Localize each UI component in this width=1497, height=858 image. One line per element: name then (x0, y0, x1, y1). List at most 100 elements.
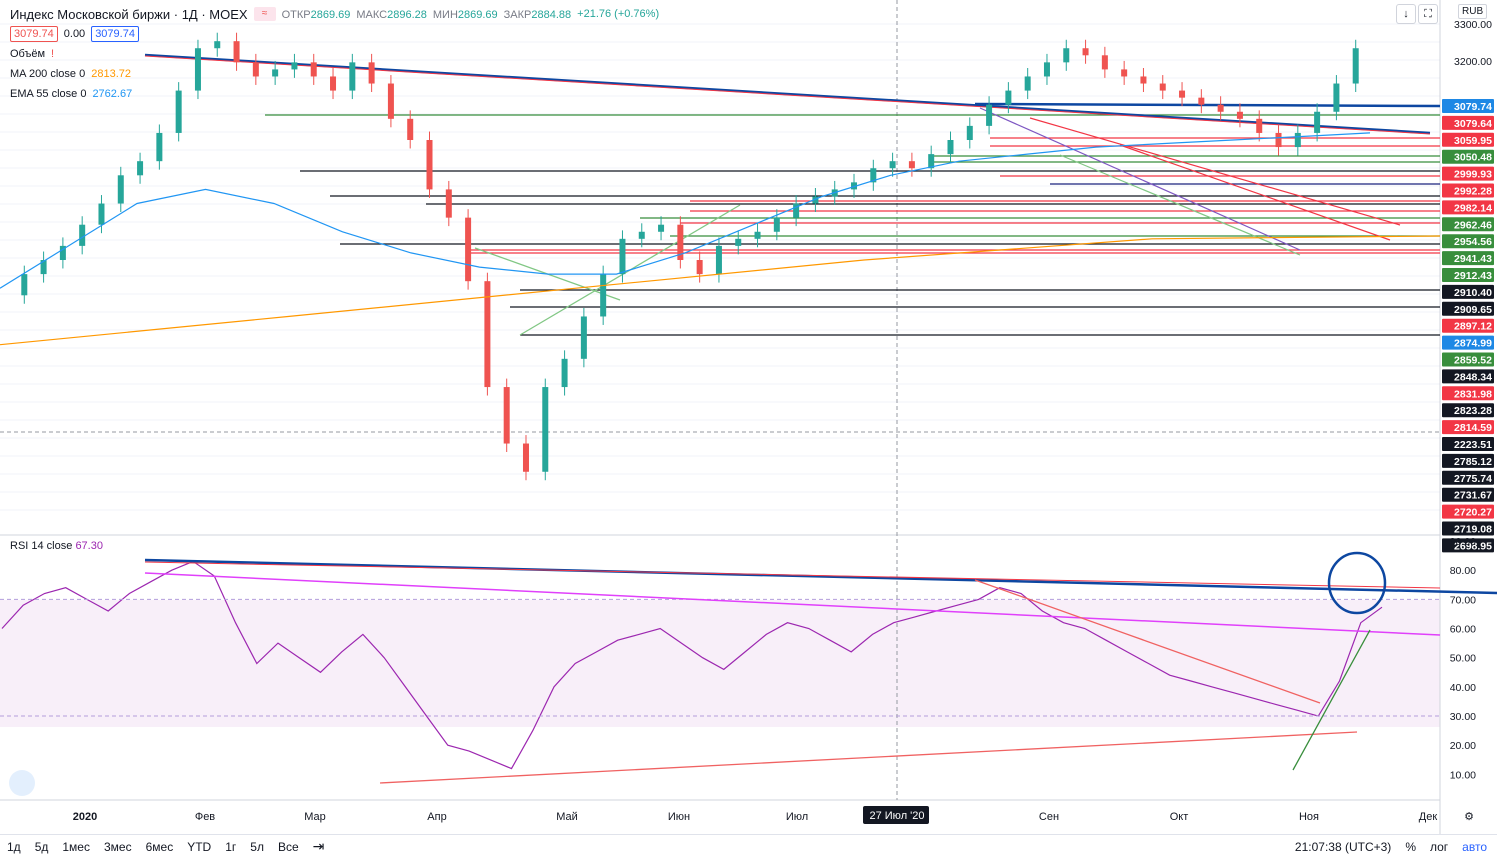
price-label-bg (1442, 268, 1494, 282)
candle-body (580, 316, 587, 359)
candle-body (1140, 76, 1147, 84)
rsi-axis-label: 80.00 (1450, 565, 1476, 577)
highlight-circle[interactable] (1327, 551, 1387, 615)
price-axis-label: 2909.65 (1454, 304, 1492, 316)
rsi-label[interactable]: RSI 14 close (10, 540, 73, 552)
descending-channel (1119, 144, 1391, 241)
clock-time[interactable]: 21:07:38 (UTC+3) (1294, 839, 1392, 854)
rsi-trendline-support (379, 731, 1358, 784)
rsi-axis[interactable]: 90.00 80.00 70.00 60.00 50.00 40.00 30.00 20.00… (1450, 536, 1476, 781)
bid-box[interactable]: 3079.74 (10, 26, 58, 42)
price-label-bg (1442, 335, 1494, 350)
drawings-layer[interactable] (144, 53, 1441, 336)
log-toggle[interactable]: лог (1429, 839, 1449, 854)
percent-toggle[interactable]: % (1405, 839, 1416, 854)
candle-body (156, 132, 163, 162)
arrow-down-icon[interactable]: ↓ (1396, 4, 1416, 24)
price-label-bg (1442, 453, 1494, 468)
warning-icon[interactable]: ! (51, 48, 55, 60)
time-axis-tick: Фев (195, 811, 215, 823)
candle-body (21, 274, 28, 296)
time-axis[interactable]: 2020 Фев Мар Апр Май Июн Июл 27 Июл '20 Сен Окт Но… (73, 806, 1438, 824)
range-ytd[interactable]: YTD (187, 839, 212, 854)
price-label-bg (1442, 470, 1494, 485)
time-axis-tick: 2020 (73, 811, 97, 823)
price-label-bg (1442, 301, 1494, 316)
candle-body (484, 281, 491, 388)
rsi-axis-label: 40.00 (1450, 682, 1476, 694)
price-axis-label: 2962.46 (1454, 219, 1492, 231)
candle-body (1043, 62, 1050, 77)
candle-body (522, 443, 529, 472)
symbol-title[interactable]: Индекс Московской биржи · 1Д · MOEX (10, 6, 248, 22)
range-1y[interactable]: 1г (225, 839, 237, 854)
price-axis-label: 3079.74 (1454, 101, 1492, 113)
price-axis-label: 3050.48 (1454, 152, 1492, 164)
spread-value: 0.00 (63, 28, 86, 40)
price-axis-label: 2823.28 (1454, 405, 1492, 417)
price-label-bg (1442, 386, 1494, 401)
price-label-bg (1442, 437, 1494, 451)
range-5y[interactable]: 5л (250, 839, 264, 854)
candle-body (1101, 55, 1108, 70)
time-axis-tick: Июл (786, 811, 808, 823)
range-6m[interactable]: 6мес (145, 839, 174, 854)
price-axis-label: 2814.59 (1454, 422, 1492, 434)
candle-body (1024, 76, 1031, 91)
candle-body (1314, 111, 1321, 133)
price-label-bg (1442, 115, 1494, 130)
goto-date-icon[interactable]: ⇥ (312, 838, 325, 854)
candle-body (1179, 90, 1186, 98)
rsi-axis-label: 10.00 (1450, 769, 1476, 781)
ma-label[interactable]: MA 200 close 0 (10, 68, 86, 80)
crosshair-date-bg (863, 806, 929, 824)
chart-canvas[interactable]: 3300.00 3200.00 3079.74 3079.64 3059.95 3050.… (0, 0, 1497, 834)
compare-icon[interactable]: ≈ (253, 7, 276, 21)
range-5d[interactable]: 5д (34, 839, 49, 854)
price-label-bg (1442, 318, 1494, 333)
rsi-axis-label: 50.00 (1450, 653, 1476, 665)
candle-body (503, 387, 510, 444)
tradingview-logo-icon[interactable] (9, 770, 35, 796)
range-1m[interactable]: 1мес (62, 839, 90, 854)
price-label-bg (1442, 200, 1494, 215)
rsi-line (0, 558, 1497, 784)
candle-body (773, 217, 780, 232)
price-axis-label: 2897.12 (1454, 321, 1492, 333)
bottom-toolbar: 1д 5д 1мес 3мес 6мес YTD 1г 5л Все ⇥ 21:… (0, 834, 1497, 858)
candle-body (638, 231, 645, 239)
candle-body (1294, 132, 1301, 148)
candle-body (696, 260, 703, 275)
price-label-bg (1442, 420, 1494, 435)
ema-label[interactable]: EMA 55 close 0 (10, 88, 87, 100)
rsi-trendline-green (1292, 629, 1371, 771)
candle-body (735, 238, 742, 246)
candle-body (812, 196, 819, 204)
price-axis[interactable]: 3300.00 3200.00 3079.74 3079.64 3059.95 3050.… (1442, 19, 1494, 553)
currency-badge[interactable]: RUB (1458, 4, 1488, 19)
price-label-bg (1442, 504, 1494, 519)
ma-value: 2813.72 (91, 68, 131, 80)
price-label-bg (1442, 149, 1494, 164)
candle-body (387, 83, 394, 119)
candle-body (947, 140, 954, 155)
rsi-band (0, 600, 1440, 727)
auto-toggle[interactable]: авто (1462, 839, 1487, 854)
price-label-bg (1442, 132, 1494, 147)
range-all[interactable]: Все (277, 839, 299, 854)
candle-body (310, 62, 317, 77)
candle-body (928, 154, 935, 169)
settings-gear-icon[interactable]: ⚙ (1460, 808, 1478, 826)
price-axis-label: 2992.28 (1454, 186, 1492, 198)
range-3m[interactable]: 3мес (103, 839, 132, 854)
ask-box[interactable]: 3079.74 (91, 26, 139, 42)
price-axis-label: 3200.00 (1454, 56, 1492, 68)
candle-body (754, 231, 761, 239)
candle-body (889, 161, 896, 169)
range-1d[interactable]: 1д (7, 839, 21, 854)
fullscreen-icon[interactable]: ⛶ (1418, 4, 1438, 24)
candle-body (117, 175, 124, 204)
volume-label[interactable]: Объём (10, 48, 46, 60)
candle-body (1236, 111, 1243, 119)
candle-body (330, 76, 337, 91)
